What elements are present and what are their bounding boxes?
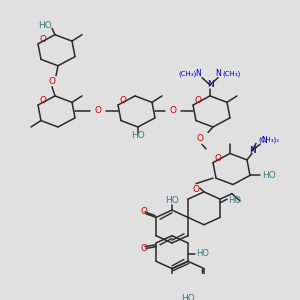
Text: O: O bbox=[214, 154, 221, 163]
Text: N: N bbox=[195, 69, 201, 78]
Text: HO: HO bbox=[131, 131, 145, 140]
Text: O: O bbox=[193, 184, 200, 194]
Text: (CH₃)₂: (CH₃)₂ bbox=[258, 136, 279, 143]
Text: O: O bbox=[194, 96, 202, 105]
Text: O: O bbox=[94, 106, 101, 115]
Text: N: N bbox=[249, 146, 255, 155]
Text: O: O bbox=[49, 77, 56, 86]
Text: HO: HO bbox=[181, 294, 195, 300]
Text: O: O bbox=[40, 96, 46, 105]
Text: O: O bbox=[196, 134, 203, 143]
Text: O: O bbox=[140, 207, 148, 216]
Text: N: N bbox=[215, 69, 221, 78]
Text: N: N bbox=[207, 80, 213, 89]
Text: (CH₃): (CH₃) bbox=[222, 71, 240, 77]
Text: HO: HO bbox=[262, 171, 276, 180]
Text: O: O bbox=[119, 96, 127, 105]
Text: HO: HO bbox=[228, 196, 241, 206]
Text: HO: HO bbox=[38, 21, 52, 30]
Text: HO: HO bbox=[165, 196, 179, 206]
Text: HO: HO bbox=[196, 250, 209, 259]
Text: O: O bbox=[40, 35, 46, 44]
Text: (CH₃): (CH₃) bbox=[179, 71, 197, 77]
Text: O: O bbox=[140, 244, 148, 253]
Text: O: O bbox=[169, 106, 176, 115]
Text: N: N bbox=[261, 136, 267, 145]
